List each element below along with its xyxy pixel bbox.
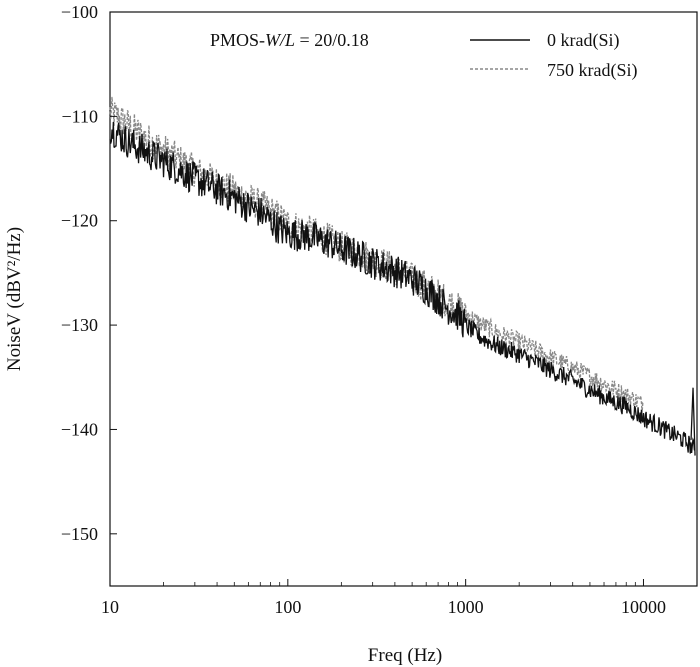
y-axis-title: NoiseV (dBV²/Hz) (4, 227, 25, 371)
x-tick-label: 1000 (448, 597, 484, 617)
annotation-italic: W/L (265, 30, 295, 50)
series-line-0krad (109, 122, 696, 454)
y-tick-label: −120 (61, 211, 98, 231)
legend-label-750krad: 750 krad(Si) (547, 60, 637, 81)
x-axis-title: Freq (Hz) (368, 645, 442, 666)
annotation-prefix: PMOS- (210, 30, 265, 50)
series-layer (109, 96, 696, 456)
annotation-label: PMOS-W/L = 20/0.18 (210, 30, 369, 50)
y-tick-label: −150 (61, 524, 98, 544)
annotation-suffix: = 20/0.18 (295, 30, 369, 50)
x-tick-label: 10000 (621, 597, 666, 617)
legend-label-0krad: 0 krad(Si) (547, 30, 619, 51)
x-axis: 10 100 1000 10000 (101, 579, 698, 617)
series-spike (690, 387, 696, 456)
y-tick-label: −140 (61, 419, 98, 439)
y-tick-label: −100 (61, 2, 98, 22)
y-tick-label: −130 (61, 315, 98, 335)
legend: 0 krad(Si) 750 krad(Si) (470, 30, 637, 81)
y-axis: −150 −140 −130 −120 −110 −100 (61, 2, 117, 544)
x-tick-label: 10 (101, 597, 119, 617)
y-tick-label: −110 (62, 106, 98, 126)
series-line-750krad (109, 96, 645, 413)
x-tick-label: 100 (274, 597, 301, 617)
plot-frame (109, 11, 698, 587)
